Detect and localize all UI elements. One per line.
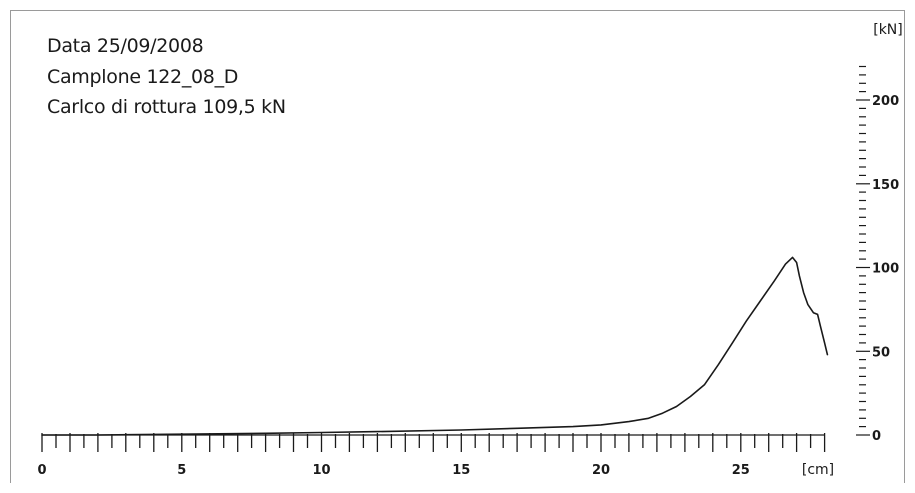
y-axis-ticks (856, 65, 870, 436)
sample-name-label: Camplone 122_08_D (47, 66, 239, 88)
y-tick-label: 200 (872, 94, 899, 109)
y-tick-label: 0 (872, 429, 881, 444)
test-date-label: Data 25/09/2008 (47, 35, 204, 57)
x-tick-label: 10 (312, 463, 330, 478)
chart-frame (10, 10, 905, 483)
y-tick-label: 150 (872, 178, 899, 193)
x-axis-ticks (41, 433, 826, 452)
y-axis-unit-label: [kN] (873, 22, 903, 38)
x-axis-tick-labels: 0 5 10 15 20 25 (37, 463, 749, 478)
x-axis-unit-label: [cm] (802, 462, 834, 478)
x-tick-label: 20 (592, 463, 610, 478)
y-axis-tick-labels: 0 50 100 150 200 (872, 94, 899, 444)
breaking-load-label: Carlco di rottura 109,5 kN (47, 96, 286, 118)
y-tick-label: 100 (872, 262, 899, 277)
x-tick-label: 5 (177, 463, 186, 478)
x-tick-label: 15 (452, 463, 470, 478)
load-curve (41, 256, 829, 436)
x-tick-label: 0 (37, 463, 46, 478)
x-tick-label: 25 (732, 463, 750, 478)
y-tick-label: 50 (872, 345, 890, 360)
